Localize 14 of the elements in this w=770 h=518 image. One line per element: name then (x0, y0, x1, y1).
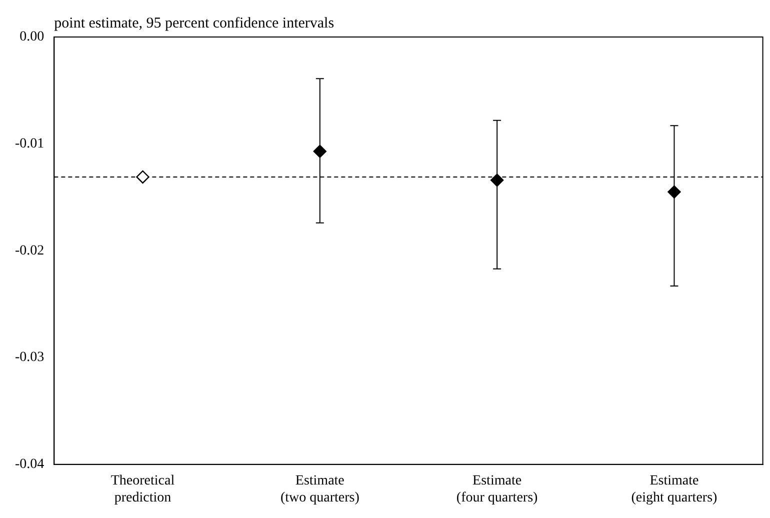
point (136, 170, 150, 184)
point (668, 185, 681, 199)
y-tick-label: -0.03 (14, 350, 44, 366)
x-tick-label: Estimate (two quarters) (280, 473, 360, 506)
point (490, 174, 504, 187)
chart-title: point estimate, 95 percent confidence intervals (54, 15, 334, 32)
point (313, 144, 326, 158)
y-tick-label: -0.04 (14, 457, 44, 472)
y-tick-label: -0.02 (14, 243, 44, 258)
y-tick-label: 0.00 (20, 30, 44, 45)
x-tick-label: Estimate (eight quarters) (631, 473, 718, 506)
x-tick-label: Estimate (four quarters) (456, 473, 538, 506)
y-tick-label: -0.01 (14, 136, 44, 152)
x-tick-label: Theoretical prediction (110, 473, 175, 506)
